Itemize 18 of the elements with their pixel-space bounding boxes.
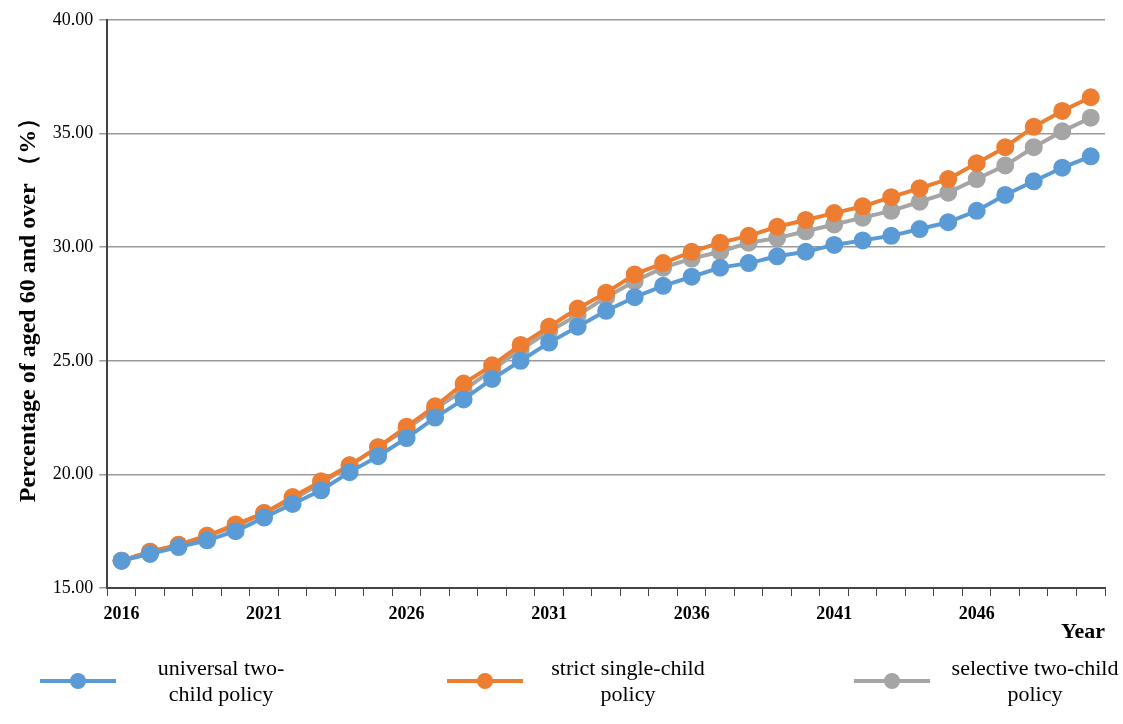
- x-tick-label: 2026: [388, 603, 425, 624]
- y-tick-label: 30.00: [52, 235, 94, 256]
- y-tick-label: 40.00: [52, 8, 94, 29]
- y-tick-label: 35.00: [52, 122, 94, 143]
- y-tick-label: 15.00: [52, 576, 94, 597]
- y-tick-label: 20.00: [52, 463, 94, 484]
- x-tick-label: 2041: [816, 603, 853, 624]
- x-tick-label: 2046: [958, 603, 995, 624]
- legend-label: strict single-child policy: [550, 655, 706, 707]
- x-tick-label: 2021: [246, 603, 283, 624]
- y-tick-label: 25.00: [52, 349, 94, 370]
- legend-label: selective two-child policy: [950, 655, 1120, 707]
- x-tick-label: 2016: [103, 603, 140, 624]
- legend-label: universal two-child policy: [156, 655, 286, 707]
- y-axis-title: Percentage of aged 60 and over （%）: [13, 105, 40, 503]
- x-axis-title: Year: [1061, 618, 1106, 644]
- x-tick-label: 2036: [673, 603, 710, 624]
- x-tick-label: 2031: [531, 603, 568, 624]
